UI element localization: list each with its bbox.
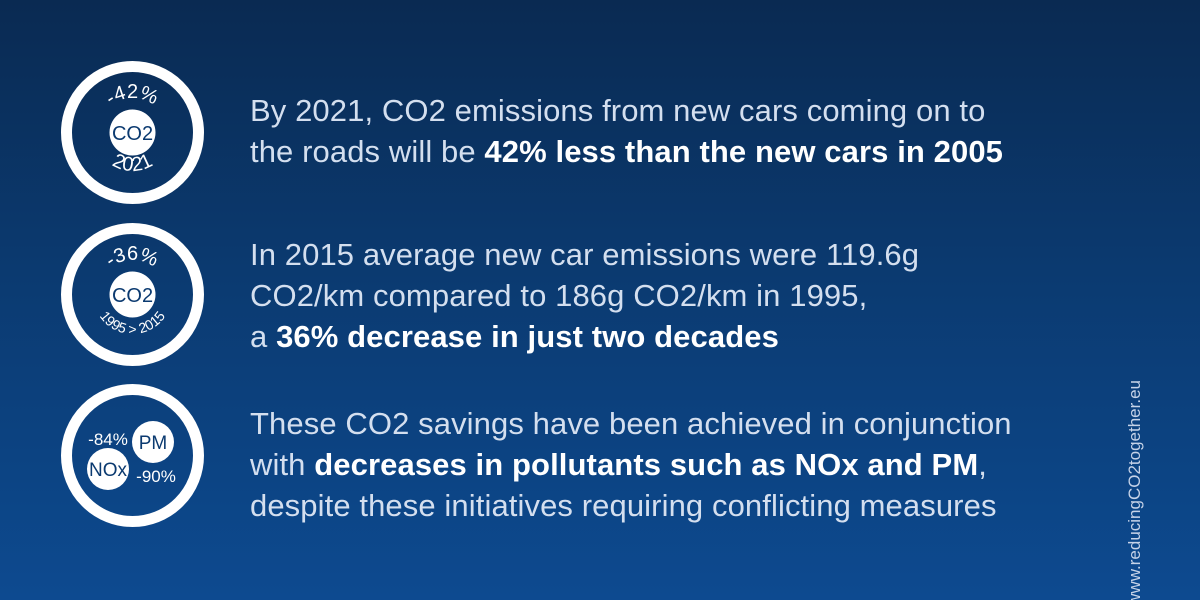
fact-block-2: -36% CO2 1995 > 2015 In 2015 average new…	[0, 222, 1110, 366]
nox-disc	[87, 448, 129, 490]
statement-text: with	[250, 447, 315, 482]
badge-top-text: -36%	[101, 243, 161, 272]
fact-statement-2: In 2015 average new car emissions were 1…	[250, 234, 919, 357]
fact-block-1: -42% CO2 2021 By 2021, CO2 emissions fro…	[0, 60, 1110, 204]
statement-text: the roads will be	[250, 134, 485, 169]
nox-label-text: NOx	[89, 460, 128, 481]
co2-2021-badge: -42% CO2 2021	[60, 60, 205, 205]
statement-line: By 2021, CO2 emissions from new cars com…	[250, 93, 986, 128]
statement-line: In 2015 average new car emissions were 1…	[250, 237, 920, 272]
statement-line: the roads will be 42% less than the new …	[250, 131, 1003, 172]
statement-highlight: 42% less than the new cars in 2005	[484, 134, 1004, 169]
statement-line: with decreases in pollutants such as NOx…	[250, 444, 1012, 485]
pm-label-text: PM	[139, 433, 168, 454]
fact-statement-1: By 2021, CO2 emissions from new cars com…	[250, 90, 1003, 172]
badge-center-disc	[109, 109, 156, 156]
statement-line: These CO2 savings have been achieved in …	[250, 406, 1012, 441]
statement-line: CO2/km compared to 186g CO2/km in 1995,	[250, 278, 868, 313]
pm-value-text: -90%	[136, 467, 176, 486]
statement-highlight: decreases in pollutants such as NOx and …	[314, 447, 979, 482]
fact-statement-3: These CO2 savings have been achieved in …	[250, 403, 1012, 526]
statement-highlight: 36% decrease in just two decades	[276, 319, 779, 354]
co2-2021-badge-graphic: -42% CO2 2021	[61, 61, 204, 204]
badge-center-text: CO2	[112, 123, 153, 145]
co2-1995-2015-badge-graphic: -36% CO2 1995 > 2015	[61, 223, 204, 366]
statement-line: despite these initiatives requiring conf…	[250, 488, 997, 523]
badge-center-disc	[109, 271, 156, 318]
co2-1995-2015-badge: -36% CO2 1995 > 2015	[60, 222, 205, 367]
badge-center-text: CO2	[112, 285, 153, 307]
statement-text: a	[250, 319, 277, 354]
badge-outer-ring	[61, 223, 204, 366]
statement-line: a 36% decrease in just two decades	[250, 316, 919, 357]
website-url[interactable]: www.reducingCO2together.eu	[1125, 380, 1144, 600]
badge-top-text: -42%	[101, 81, 161, 110]
nox-pm-badge: -84% PM NOx -90%	[60, 383, 205, 528]
fact-block-3: -84% PM NOx -90% These CO2 savings have …	[0, 383, 1110, 533]
nox-pm-badge-graphic: -84% PM NOx -90%	[61, 384, 204, 527]
badge-outer-ring	[61, 384, 204, 527]
badge-outer-ring	[61, 61, 204, 204]
statement-text: ,	[978, 447, 987, 482]
pm-disc	[132, 421, 174, 463]
nox-value-text: -84%	[88, 430, 128, 449]
